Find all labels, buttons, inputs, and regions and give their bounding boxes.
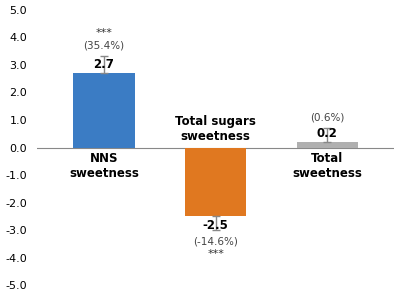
Bar	[73, 73, 135, 148]
Text: 2.7: 2.7	[94, 58, 114, 71]
Text: NNS
sweetness: NNS sweetness	[69, 152, 139, 180]
Text: 0.2: 0.2	[317, 127, 338, 140]
Text: Total
sweetness: Total sweetness	[292, 152, 362, 180]
Text: (-14.6%): (-14.6%)	[193, 236, 238, 246]
Bar	[297, 142, 358, 148]
Text: -2.5: -2.5	[203, 219, 229, 232]
Text: Total sugars
sweetness: Total sugars sweetness	[175, 115, 256, 143]
Bar	[185, 148, 246, 217]
Text: (0.6%): (0.6%)	[310, 112, 345, 122]
Text: ***: ***	[207, 249, 224, 259]
Text: (35.4%): (35.4%)	[84, 40, 125, 50]
Text: ***: ***	[96, 28, 112, 38]
